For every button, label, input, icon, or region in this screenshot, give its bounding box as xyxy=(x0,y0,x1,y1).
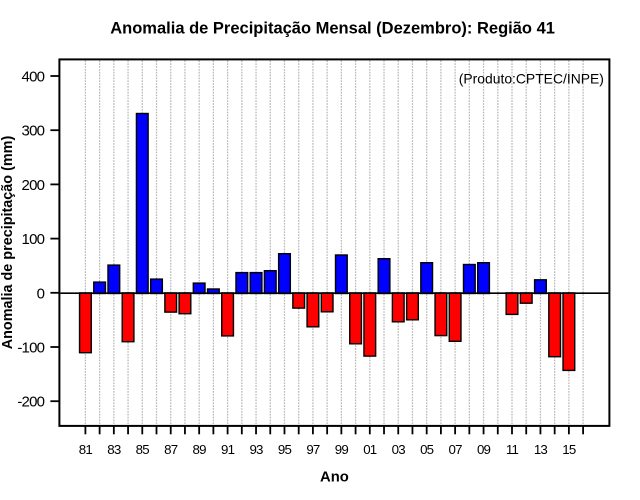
svg-text:05: 05 xyxy=(420,442,434,457)
svg-text:01: 01 xyxy=(363,442,377,457)
svg-text:81: 81 xyxy=(79,442,93,457)
svg-text:300: 300 xyxy=(22,123,45,140)
svg-text:Anomalia de precipitação (mm): Anomalia de precipitação (mm) xyxy=(0,136,16,350)
svg-text:87: 87 xyxy=(164,442,178,457)
svg-text:-100: -100 xyxy=(17,340,44,357)
svg-text:09: 09 xyxy=(477,442,491,457)
svg-text:91: 91 xyxy=(221,442,235,457)
svg-text:Anomalia de Precipitação Mensa: Anomalia de Precipitação Mensal (Dezembr… xyxy=(110,19,555,37)
svg-text:15: 15 xyxy=(562,442,576,457)
svg-text:13: 13 xyxy=(534,442,548,457)
svg-text:Ano: Ano xyxy=(320,470,349,486)
svg-text:89: 89 xyxy=(193,442,207,457)
svg-text:200: 200 xyxy=(22,177,45,194)
svg-text:85: 85 xyxy=(136,442,150,457)
svg-text:95: 95 xyxy=(278,442,292,457)
svg-text:83: 83 xyxy=(107,442,121,457)
svg-text:07: 07 xyxy=(449,442,463,457)
svg-text:400: 400 xyxy=(22,69,45,86)
svg-text:100: 100 xyxy=(22,231,45,248)
svg-text:0: 0 xyxy=(37,285,45,302)
svg-text:97: 97 xyxy=(306,442,320,457)
svg-text:93: 93 xyxy=(249,442,263,457)
svg-text:03: 03 xyxy=(392,442,406,457)
svg-text:99: 99 xyxy=(335,442,349,457)
svg-text:11: 11 xyxy=(506,442,519,457)
svg-text:-200: -200 xyxy=(17,394,44,411)
svg-text:(Produto:CPTEC/INPE): (Produto:CPTEC/INPE) xyxy=(459,71,604,87)
